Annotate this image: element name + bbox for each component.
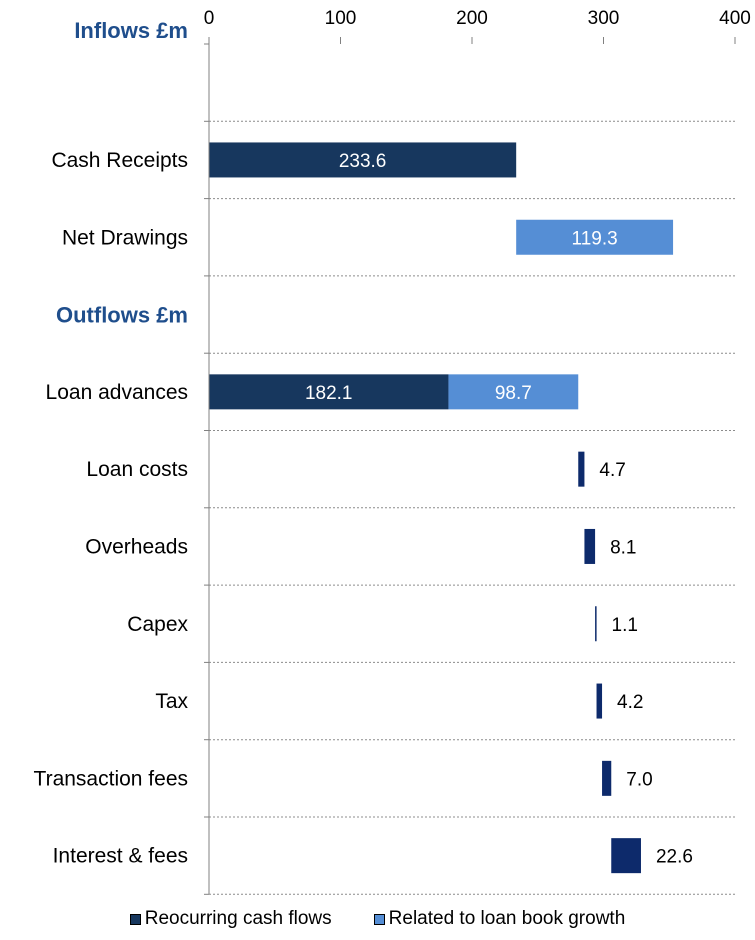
category-label-transaction-fees: Transaction fees [34,767,188,790]
category-label-overheads: Overheads [85,535,188,558]
x-tick-label: 100 [325,8,357,29]
legend-item-recurring: Reocurring cash flows [129,908,332,930]
data-label-capex: 1.1 [612,615,638,636]
bar-transaction-fees [602,760,612,796]
data-label-loan-costs: 4.7 [599,460,625,481]
category-label-loan-costs: Loan costs [86,458,188,481]
legend-swatch-loan-growth [373,913,385,925]
data-label-cash-receipts: 233.6 [339,151,387,172]
bar-overheads [584,528,596,564]
legend-item-loan-growth: Related to loan book growth [373,908,626,930]
bar-loan-advances [209,374,449,410]
legend-label-loan-growth: Related to loan book growth [388,908,626,929]
data-label-transaction-fees: 7.0 [626,769,652,790]
bar-cash-receipts [209,142,517,178]
section-header: Inflows £m [74,18,188,43]
data-label-loan-advances: 182.1 [305,383,353,404]
category-label-net-drawings: Net Drawings [62,226,188,249]
section-header: Outflows £m [56,303,188,328]
x-tick-label: 300 [588,8,620,29]
x-tick-label: 0 [204,8,215,29]
category-label-interest-fees: Interest & fees [53,845,188,868]
bar-net-drawings [516,219,674,255]
category-label-loan-advances: Loan advances [46,381,188,404]
x-tick-label: 200 [456,8,488,29]
bar-loan-costs [578,451,585,487]
bar-capex [595,606,597,642]
x-tick-label: 400 [719,8,751,29]
data-label-net-drawings: 119.3 [572,228,618,249]
category-label-capex: Capex [127,613,188,636]
data-label-loan-advances: 98.7 [495,383,532,404]
data-label-tax: 4.2 [617,692,643,713]
bar-interest-fees [611,838,641,874]
legend-label-recurring: Reocurring cash flows [144,908,332,929]
legend: Reocurring cash flows Related to loan bo… [0,908,755,930]
category-label-tax: Tax [155,690,188,713]
bar-tax [596,683,603,719]
legend-swatch-recurring [129,913,141,925]
data-label-overheads: 8.1 [610,537,636,558]
waterfall-chart: 0 100 200 300 400 Inflows £m Cash Receipts 233.… [34,8,751,895]
bar-loan-advances [448,374,579,410]
data-label-interest-fees: 22.6 [656,847,693,868]
category-label-cash-receipts: Cash Receipts [51,149,188,172]
